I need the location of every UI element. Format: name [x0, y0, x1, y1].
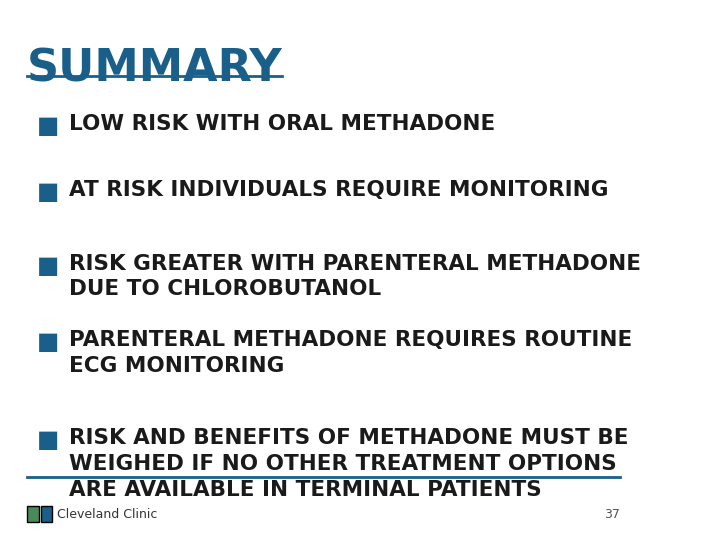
Text: 37: 37	[604, 508, 620, 521]
Text: ■: ■	[37, 180, 59, 204]
Text: ■: ■	[37, 330, 59, 354]
Text: Cleveland Clinic: Cleveland Clinic	[57, 508, 157, 521]
Text: ■: ■	[37, 114, 59, 138]
Text: RISK GREATER WITH PARENTERAL METHADONE
DUE TO CHLOROBUTANOL: RISK GREATER WITH PARENTERAL METHADONE D…	[69, 254, 641, 300]
Text: ■: ■	[37, 428, 59, 453]
Text: AT RISK INDIVIDUALS REQUIRE MONITORING: AT RISK INDIVIDUALS REQUIRE MONITORING	[69, 180, 608, 200]
Text: RISK AND BENEFITS OF METHADONE MUST BE
WEIGHED IF NO OTHER TREATMENT OPTIONS
ARE: RISK AND BENEFITS OF METHADONE MUST BE W…	[69, 428, 629, 500]
FancyBboxPatch shape	[27, 507, 39, 523]
Text: SUMMARY: SUMMARY	[27, 47, 283, 90]
FancyBboxPatch shape	[41, 507, 53, 523]
Text: ■: ■	[37, 254, 59, 278]
Text: LOW RISK WITH ORAL METHADONE: LOW RISK WITH ORAL METHADONE	[69, 114, 495, 134]
Text: PARENTERAL METHADONE REQUIRES ROUTINE
ECG MONITORING: PARENTERAL METHADONE REQUIRES ROUTINE EC…	[69, 330, 632, 376]
